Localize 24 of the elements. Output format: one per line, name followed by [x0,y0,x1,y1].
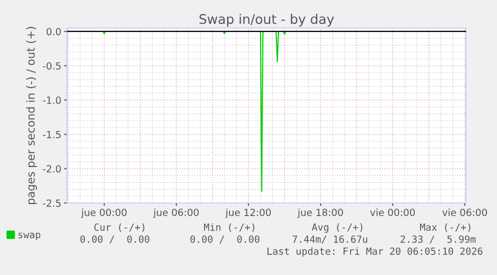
text: 7.44m/ 16.67u [292,235,368,244]
x-tick-label: jue 06:00 [153,208,199,218]
y-tick-label: -1.0 [42,96,61,104]
text: 0.00 / 0.00 [190,235,260,244]
y-tick-label: -1.5 [42,130,61,138]
x-tick-label: vie 06:00 [442,208,487,216]
y-tick-label: -0.5 [42,62,61,70]
text: Avg (-/+) [312,223,362,233]
text: Max (-/+) [420,223,470,232]
x-tick-label: vie 00:00 [370,208,415,216]
y-tick-label: -2.0 [42,165,61,173]
legend-label: swap [18,232,40,240]
chart-title: Swap in/out - by day [200,14,334,27]
x-tick-label: jue 00:00 [81,208,127,218]
text: Last update: Fri Mar 20 06:05:10 2026 [267,247,482,257]
x-tick-label: jue 12:00 [225,208,271,218]
y-tick-label: -2.5 [42,199,61,207]
y-tick-label: 0.0 [46,28,61,36]
text: 0.00 / 0.00 [80,235,150,244]
x-tick-label: jue 18:00 [297,208,343,218]
y-axis-title: pages per second in (-) / out (+) [26,26,37,204]
text: Cur (-/+) [94,223,144,232]
text: 2.33 / 5.99m [400,235,476,244]
text: Min (-/+) [204,223,254,232]
